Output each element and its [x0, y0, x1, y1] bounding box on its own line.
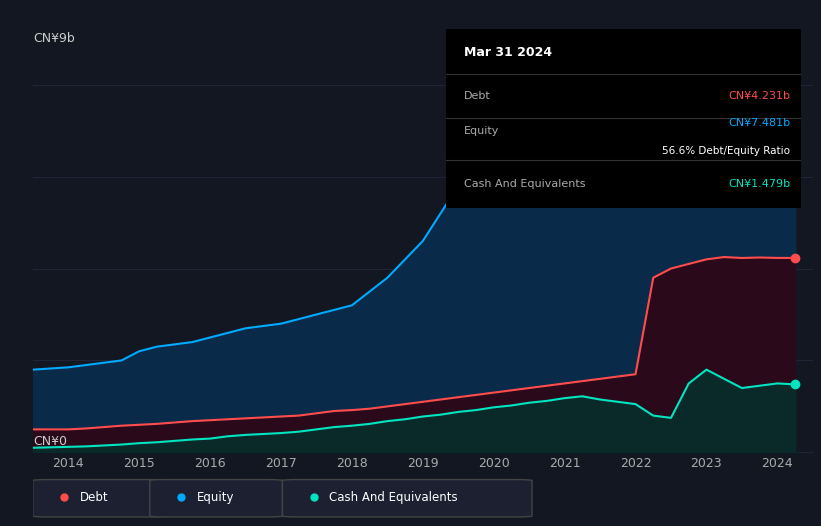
Text: CN¥7.481b: CN¥7.481b	[728, 118, 791, 128]
Text: CN¥1.479b: CN¥1.479b	[728, 179, 791, 189]
Text: CN¥4.231b: CN¥4.231b	[728, 91, 791, 101]
FancyBboxPatch shape	[33, 480, 166, 517]
FancyBboxPatch shape	[150, 480, 282, 517]
Text: Cash And Equivalents: Cash And Equivalents	[464, 179, 585, 189]
Text: 56.6% Debt/Equity Ratio: 56.6% Debt/Equity Ratio	[663, 146, 791, 156]
Text: Cash And Equivalents: Cash And Equivalents	[329, 491, 458, 503]
Text: Debt: Debt	[464, 91, 491, 101]
Text: Debt: Debt	[80, 491, 108, 503]
Text: Equity: Equity	[197, 491, 234, 503]
FancyBboxPatch shape	[282, 480, 532, 517]
Text: Equity: Equity	[464, 126, 499, 136]
Text: Mar 31 2024: Mar 31 2024	[464, 46, 552, 58]
Text: CN¥9b: CN¥9b	[33, 32, 75, 45]
Text: CN¥0: CN¥0	[33, 435, 67, 448]
